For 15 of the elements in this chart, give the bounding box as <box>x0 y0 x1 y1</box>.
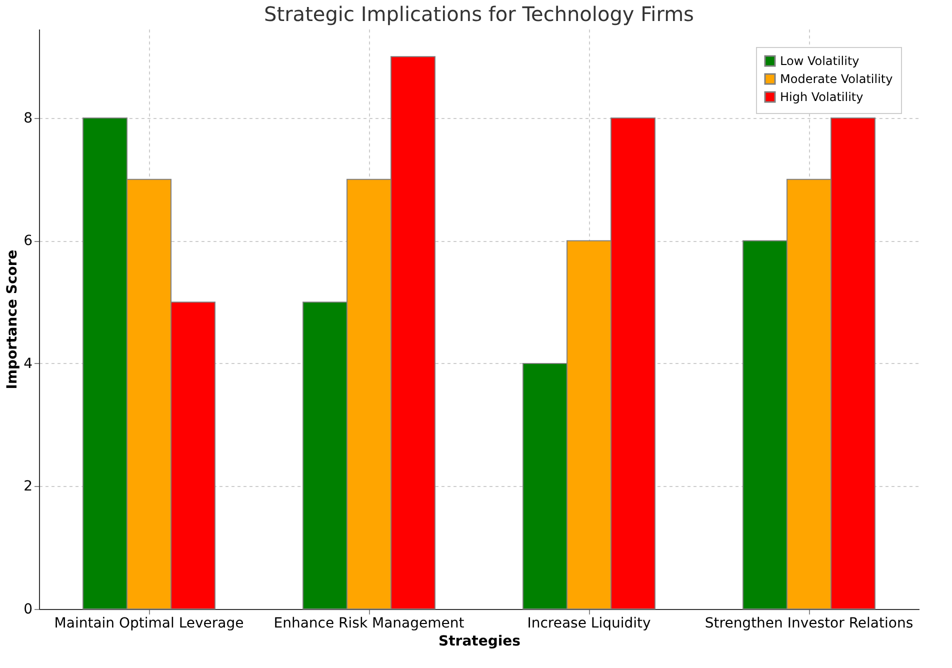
legend-label: High Volatility <box>780 90 864 104</box>
x-tick-label: Increase Liquidity <box>527 616 651 632</box>
x-tick-label: Strengthen Investor Relations <box>704 616 914 632</box>
y-tick-label: 8 <box>24 110 32 126</box>
y-tick-label: 4 <box>24 356 33 372</box>
x-axis-title: Strategies <box>438 634 520 650</box>
y-tick-label: 2 <box>24 478 32 495</box>
x-tick-label: Enhance Risk Management <box>274 616 465 632</box>
y-axis-title: Importance Score <box>4 250 21 390</box>
y-tick-label: 0 <box>24 602 32 618</box>
x-tick-label: Maintain Optimal Leverage <box>54 616 244 632</box>
legend-label: Low Volatility <box>780 54 860 68</box>
legend-label: Moderate Volatility <box>780 72 893 86</box>
chart-title: Strategic Implications for Technology Firms <box>264 2 694 26</box>
y-tick-label: 6 <box>24 233 33 250</box>
